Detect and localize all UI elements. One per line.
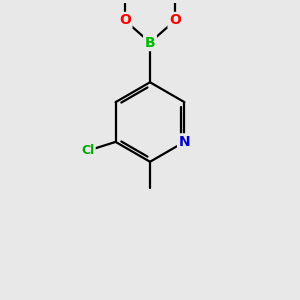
Text: Cl: Cl: [81, 144, 94, 157]
Text: N: N: [178, 135, 190, 149]
Text: O: O: [119, 14, 131, 27]
Text: B: B: [145, 35, 155, 50]
Text: O: O: [169, 14, 181, 27]
